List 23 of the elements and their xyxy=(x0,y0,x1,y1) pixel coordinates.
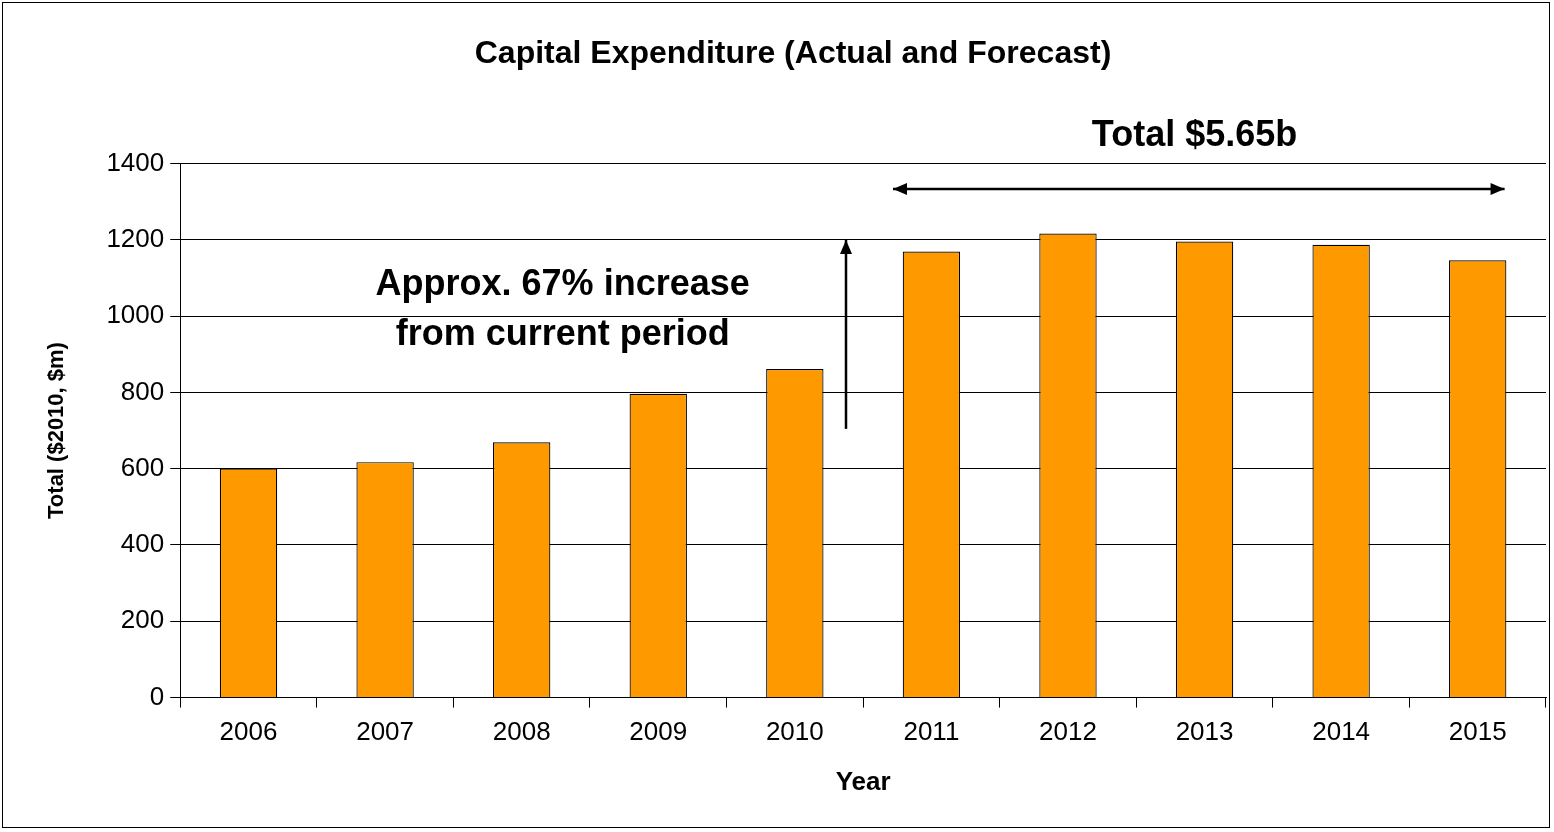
x-tick-label: 2011 xyxy=(903,716,960,747)
x-tick-label: 2012 xyxy=(1039,716,1097,747)
x-tick-label: 2015 xyxy=(1448,716,1507,747)
y-tick-label: 600 xyxy=(120,451,165,482)
y-tick-label: 400 xyxy=(120,528,165,559)
x-tick-label: 2014 xyxy=(1312,716,1371,747)
x-tick-label: 2013 xyxy=(1175,716,1234,747)
y-tick-label: 1000 xyxy=(106,299,165,330)
y-tick-label: 1200 xyxy=(106,222,165,253)
x-tick-label: 2006 xyxy=(219,716,278,747)
x-tick-label: 2007 xyxy=(356,716,415,747)
y-tick-label: 0 xyxy=(149,680,165,711)
y-axis-title: Total ($2010, $m) xyxy=(43,342,69,519)
x-tick-label: 2009 xyxy=(629,716,688,747)
y-tick-label: 200 xyxy=(120,604,165,635)
chart-title: Capital Expenditure (Actual and Forecast) xyxy=(474,34,1112,71)
x-axis-title: Year xyxy=(835,765,891,796)
y-tick-label: 1400 xyxy=(106,146,165,177)
annotation: Approx. 67% increase from current period xyxy=(375,262,750,354)
x-tick-label: 2008 xyxy=(492,716,551,747)
x-tick-label: 2010 xyxy=(765,716,824,747)
text: Total $5.65b xyxy=(1091,113,1298,155)
y-tick-label: 800 xyxy=(120,375,165,406)
